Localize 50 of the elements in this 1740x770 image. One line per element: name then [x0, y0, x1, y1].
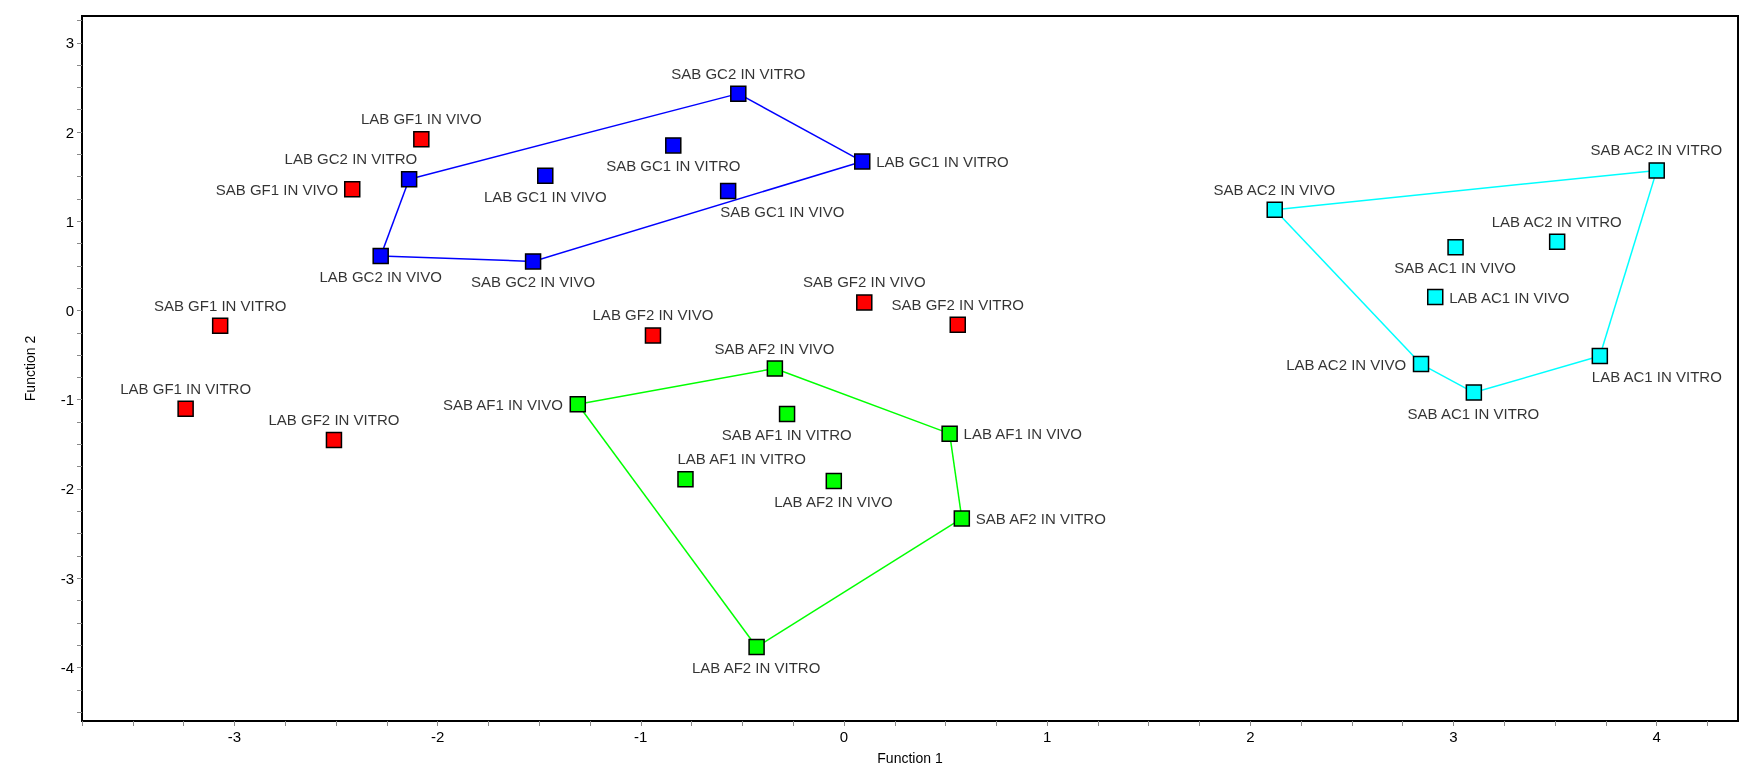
y-tick-label: 0 [65, 301, 74, 319]
annotation: LAB GC2 IN VITRO [284, 150, 418, 168]
annotation: LAB AC1 IN VIVO [1449, 288, 1570, 306]
x-axis-title: Function 1 [877, 750, 943, 766]
annotation: SAB AC1 IN VITRO [1407, 404, 1540, 422]
x-tick-label: 3 [1449, 728, 1458, 745]
annotation: LAB GF2 IN VITRO [268, 410, 400, 428]
x-tick-label: -3 [227, 728, 242, 745]
annotation: LAB AC2 IN VITRO [1491, 212, 1622, 230]
annotation: LAB GC1 IN VITRO [876, 152, 1009, 170]
y-tick-label: 1 [65, 212, 74, 230]
annotation: SAB AF1 IN VITRO [721, 426, 852, 444]
y-axis-title: Function 2 [22, 335, 38, 402]
annotation: LAB AC2 IN VIVO [1286, 355, 1407, 373]
annotation: LAB AF1 IN VIVO [963, 425, 1083, 443]
y-tick-label: 3 [65, 34, 74, 52]
y-tick-label: -4 [60, 658, 74, 676]
annotation: SAB GF1 IN VITRO [153, 296, 287, 314]
annotation: LAB GC2 IN VIVO [319, 268, 442, 286]
x-tick-label: 2 [1246, 728, 1255, 745]
annotation: LAB GF2 IN VIVO [592, 306, 714, 324]
annotation: LAB GF1 IN VITRO [120, 379, 252, 397]
annotation: SAB GC1 IN VITRO [606, 157, 741, 175]
annotation: LAB AC1 IN VITRO [1591, 368, 1722, 386]
annotation: SAB AC1 IN VIVO [1394, 259, 1517, 277]
annotation: SAB AF2 IN VITRO [975, 509, 1106, 527]
annotation: SAB AC2 IN VITRO [1590, 141, 1723, 159]
annotation: SAB GF2 IN VITRO [891, 295, 1025, 313]
annotation: SAB AC2 IN VIVO [1213, 180, 1336, 198]
x-tick-label: 0 [839, 728, 849, 745]
annotation: SAB GC1 IN VIVO [720, 202, 845, 220]
y-tick-label: -3 [60, 569, 74, 587]
annotation: LAB GC1 IN VIVO [484, 187, 607, 205]
annotation: LAB AF2 IN VITRO [691, 658, 821, 676]
annotation: LAB AF2 IN VIVO [774, 492, 893, 510]
annotation: LAB GF1 IN VIVO [360, 110, 482, 128]
annotation: SAB GF1 IN VIVO [215, 180, 339, 198]
y-tick-label: 2 [65, 123, 74, 141]
x-tick-label: -1 [634, 728, 648, 745]
annotation: SAB GF2 IN VIVO [803, 273, 926, 291]
annotation: SAB GC2 IN VIVO [470, 273, 596, 291]
annotation: SAB AF2 IN VIVO [714, 339, 835, 357]
annotation: LAB AF1 IN VITRO [677, 450, 806, 468]
y-tick-label: -2 [60, 480, 74, 498]
x-tick-label: 4 [1652, 728, 1661, 745]
y-tick-label: -1 [60, 391, 74, 409]
x-tick-label: -2 [430, 728, 445, 745]
annotation: SAB AF1 IN VIVO [442, 395, 563, 413]
x-tick-label: 1 [1042, 728, 1052, 745]
annotation: SAB GC2 IN VITRO [671, 64, 806, 82]
